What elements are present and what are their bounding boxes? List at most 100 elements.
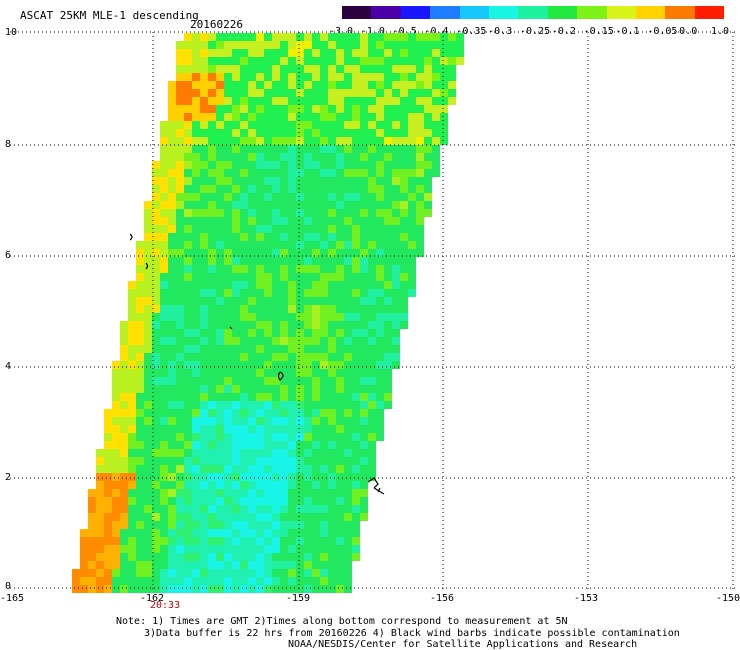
swath-cell — [168, 465, 176, 473]
swath-cell — [176, 329, 184, 337]
map-date: 20160226 — [190, 18, 243, 31]
swath-cell — [200, 465, 208, 473]
swath-cell — [192, 265, 200, 273]
swath-cell — [376, 89, 384, 97]
swath-cell — [408, 137, 416, 145]
swath-cell — [280, 417, 288, 425]
swath-cell — [176, 385, 184, 393]
swath-cell — [232, 505, 240, 513]
swath-cell — [144, 273, 152, 281]
swath-cell — [272, 241, 280, 249]
swath-cell — [216, 425, 224, 433]
swath-cell — [296, 169, 304, 177]
swath-cell — [376, 257, 384, 265]
swath-cell — [216, 313, 224, 321]
swath-cell — [280, 361, 288, 369]
swath-cell — [256, 65, 264, 73]
y-tick-6: 6 — [5, 250, 12, 261]
swath-cell — [280, 353, 288, 361]
swath-cell — [392, 185, 400, 193]
swath-cell — [200, 377, 208, 385]
swath-cell — [304, 329, 312, 337]
swath-cell — [104, 465, 112, 473]
swath-cell — [280, 33, 288, 41]
swath-cell — [104, 417, 112, 425]
swath-cell — [328, 81, 336, 89]
swath-cell — [360, 137, 368, 145]
swath-cell — [280, 465, 288, 473]
swath-cell — [312, 321, 320, 329]
swath-cell — [144, 545, 152, 553]
swath-cell — [336, 225, 344, 233]
wind-barb-contamination-marks — [129, 233, 385, 495]
swath-cell — [264, 337, 272, 345]
swath-cell — [288, 297, 296, 305]
swath-cell — [416, 177, 424, 185]
swath-cell — [152, 209, 160, 217]
swath-cell — [352, 177, 360, 185]
swath-cell — [256, 209, 264, 217]
swath-cell — [304, 345, 312, 353]
swath-cell — [288, 65, 296, 73]
swath-cell — [288, 209, 296, 217]
swath-cell — [280, 185, 288, 193]
swath-cell — [368, 313, 376, 321]
swath-cell — [296, 121, 304, 129]
swath-cell — [312, 497, 320, 505]
swath-cell — [240, 153, 248, 161]
swath-cell — [400, 209, 408, 217]
swath-cell — [168, 553, 176, 561]
swath-cell — [408, 249, 416, 257]
swath-cell — [232, 297, 240, 305]
swath-cell — [144, 449, 152, 457]
swath-cell — [384, 201, 392, 209]
swath-cell — [216, 345, 224, 353]
swath-cell — [256, 497, 264, 505]
swath-cell — [320, 585, 328, 593]
swath-cell — [288, 449, 296, 457]
swath-cell — [296, 281, 304, 289]
swath-cell — [368, 65, 376, 73]
swath-cell — [240, 497, 248, 505]
swath-cell — [200, 313, 208, 321]
swath-cell — [168, 209, 176, 217]
swath-cell — [384, 129, 392, 137]
swath-cell — [400, 313, 408, 321]
swath-cell — [416, 65, 424, 73]
swath-cell — [144, 577, 152, 585]
swath-cell — [344, 345, 352, 353]
swath-cell — [368, 433, 376, 441]
swath-cell — [320, 89, 328, 97]
swath-cell — [152, 337, 160, 345]
swath-cell — [240, 425, 248, 433]
swath-cell — [288, 169, 296, 177]
swath-cell — [384, 345, 392, 353]
swath-cell — [192, 561, 200, 569]
swath-cell — [384, 97, 392, 105]
y-tick-10: 10 — [5, 27, 18, 38]
swath-cell — [216, 417, 224, 425]
swath-cell — [408, 233, 416, 241]
swath-cell — [272, 57, 280, 65]
swath-cell — [248, 401, 256, 409]
swath-cell — [224, 553, 232, 561]
swath-cell — [200, 369, 208, 377]
swath-cell — [152, 585, 160, 593]
swath-cell — [216, 537, 224, 545]
swath-cell — [272, 49, 280, 57]
swath-cell — [256, 345, 264, 353]
swath-cell — [112, 401, 120, 409]
swath-cell — [280, 457, 288, 465]
swath-cell — [248, 129, 256, 137]
swath-cell — [144, 521, 152, 529]
swath-cell — [344, 337, 352, 345]
swath-cell — [120, 577, 128, 585]
swath-cell — [336, 105, 344, 113]
swath-cell — [336, 561, 344, 569]
swath-cell — [184, 161, 192, 169]
swath-cell — [272, 105, 280, 113]
swath-cell — [128, 529, 136, 537]
swath-cell — [232, 225, 240, 233]
swath-cell — [144, 529, 152, 537]
swath-cell — [128, 497, 136, 505]
